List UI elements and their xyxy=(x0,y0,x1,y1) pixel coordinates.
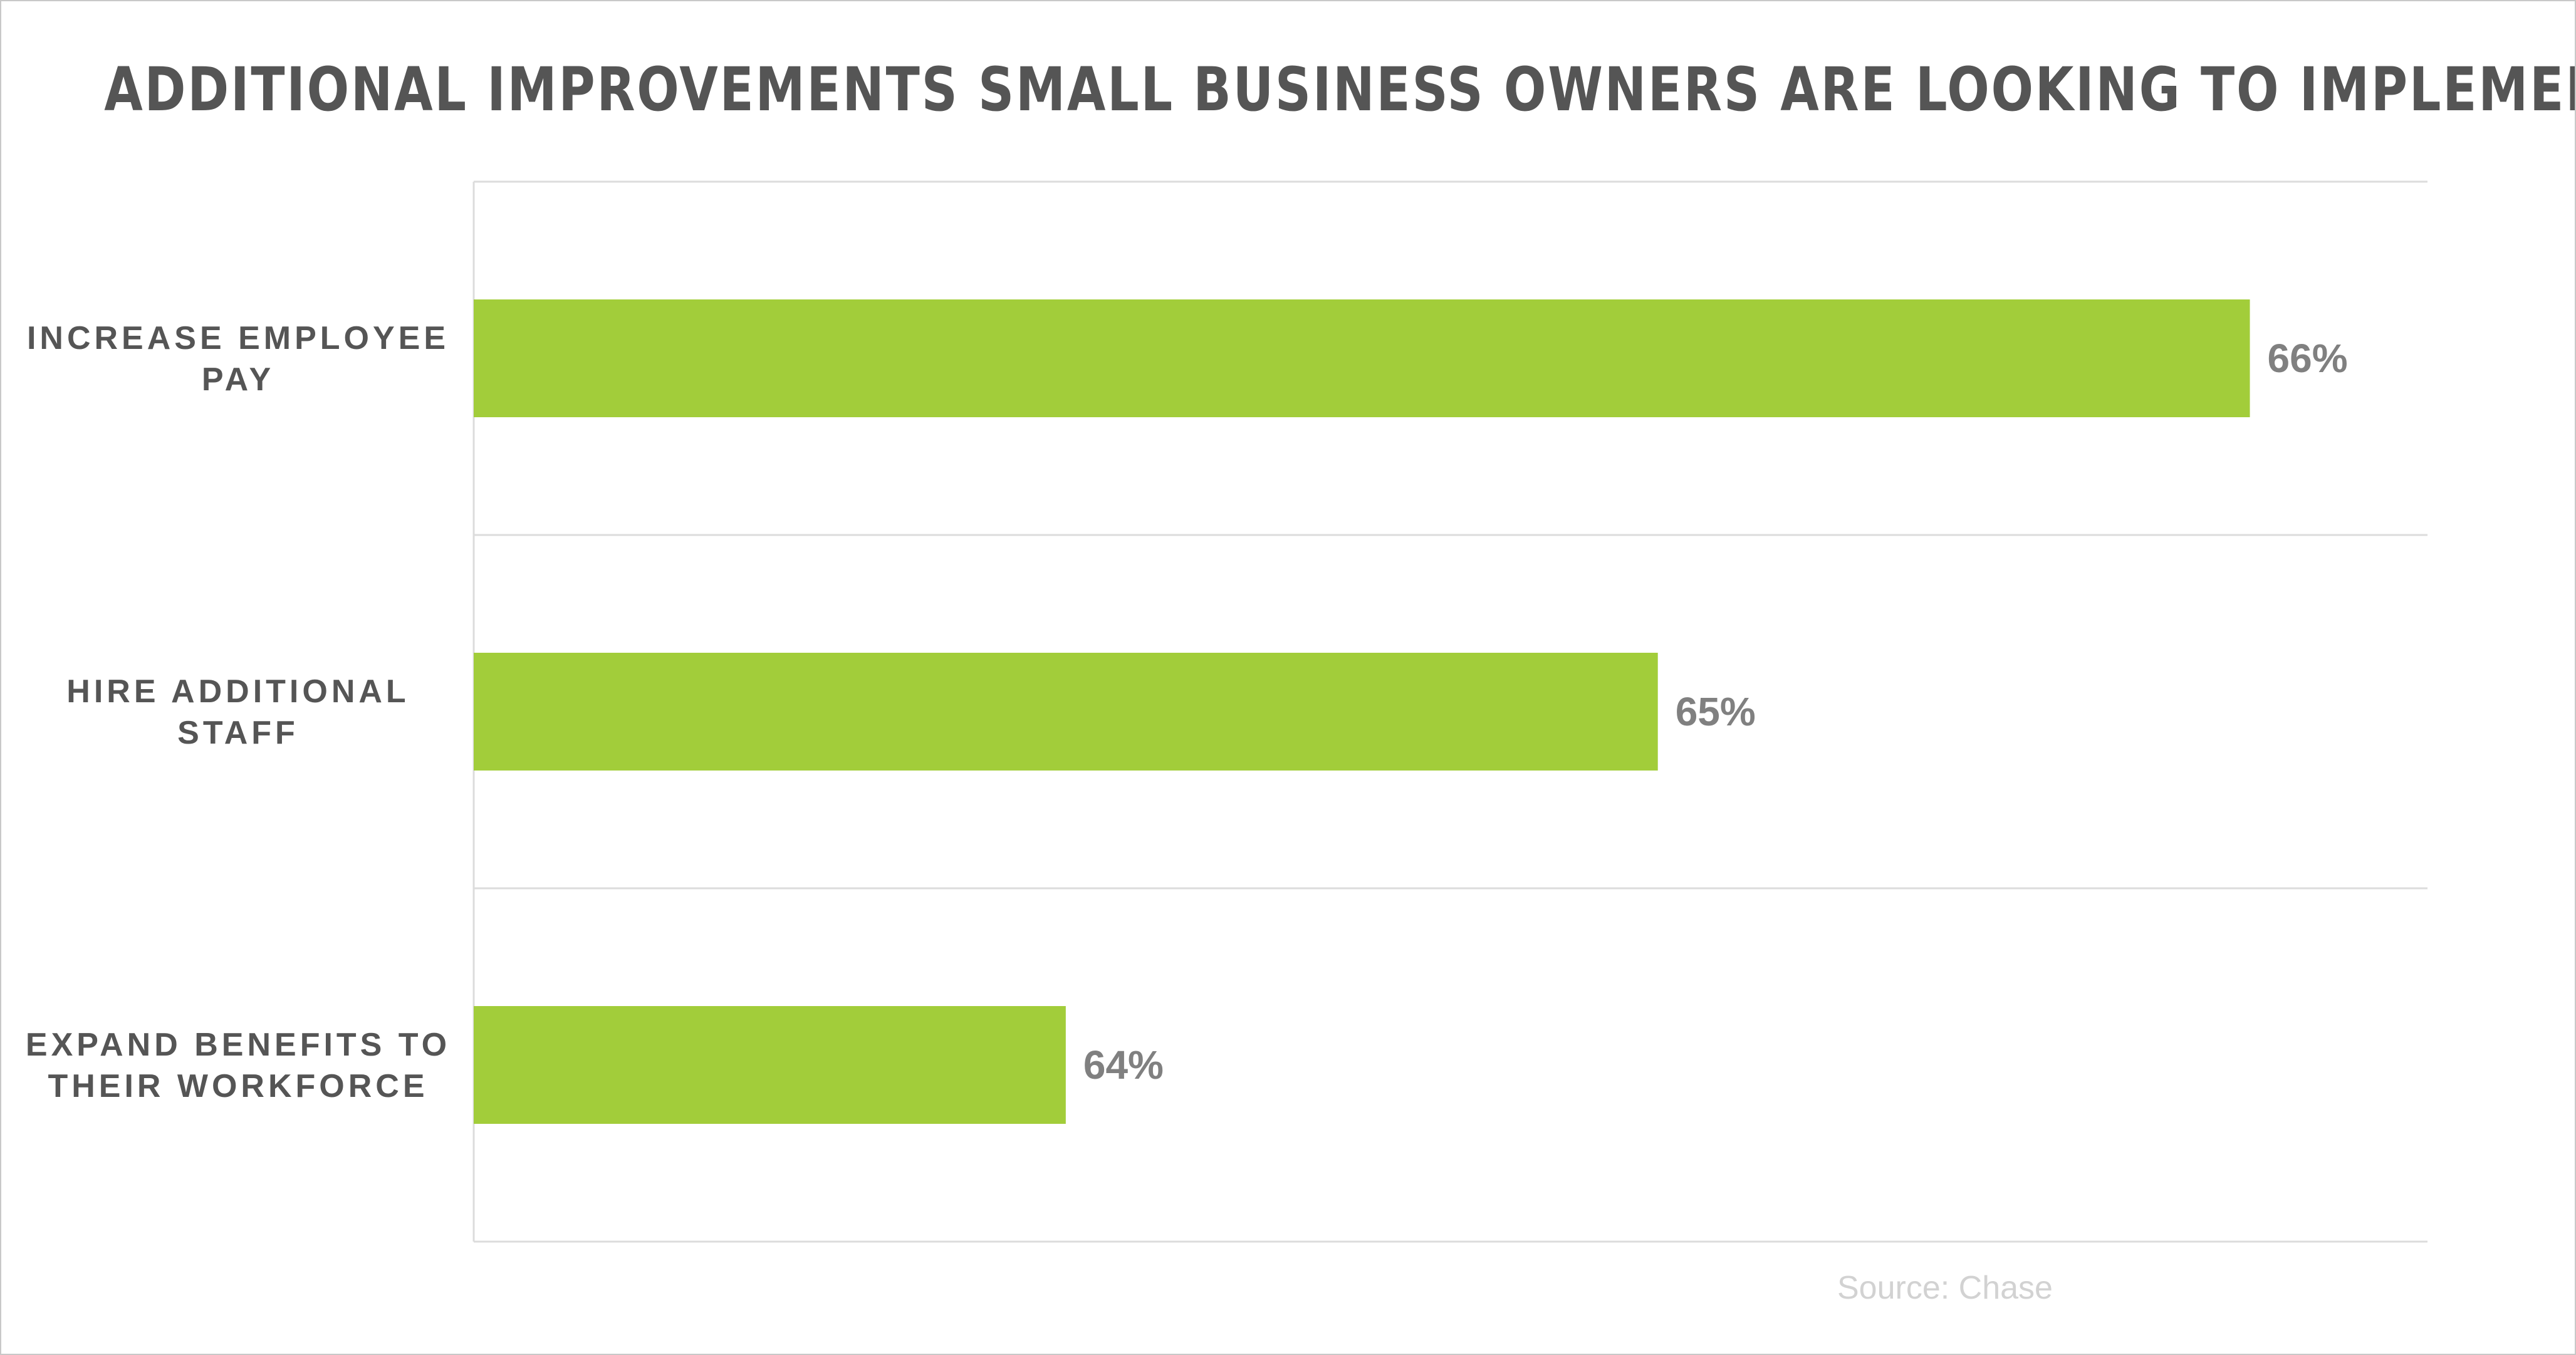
category-label: EXPAND BENEFITS TO xyxy=(26,1027,451,1063)
category-label: INCREASE EMPLOYEE xyxy=(27,320,449,356)
category-label: THEIR WORKFORCE xyxy=(48,1068,428,1104)
category-label: HIRE ADDITIONAL xyxy=(66,673,409,710)
category-label: STAFF xyxy=(177,715,299,751)
bar xyxy=(474,299,2250,417)
category-label: PAY xyxy=(202,361,274,398)
value-label: 66% xyxy=(2268,336,2348,381)
chart-title: ADDITIONAL IMPROVEMENTS SMALL BUSINESS O… xyxy=(104,55,2575,125)
source-note: Source: Chase xyxy=(1837,1270,2053,1306)
bar xyxy=(474,653,1658,771)
value-label: 64% xyxy=(1083,1042,1164,1088)
bar xyxy=(474,1006,1066,1124)
value-label: 65% xyxy=(1676,689,1756,734)
